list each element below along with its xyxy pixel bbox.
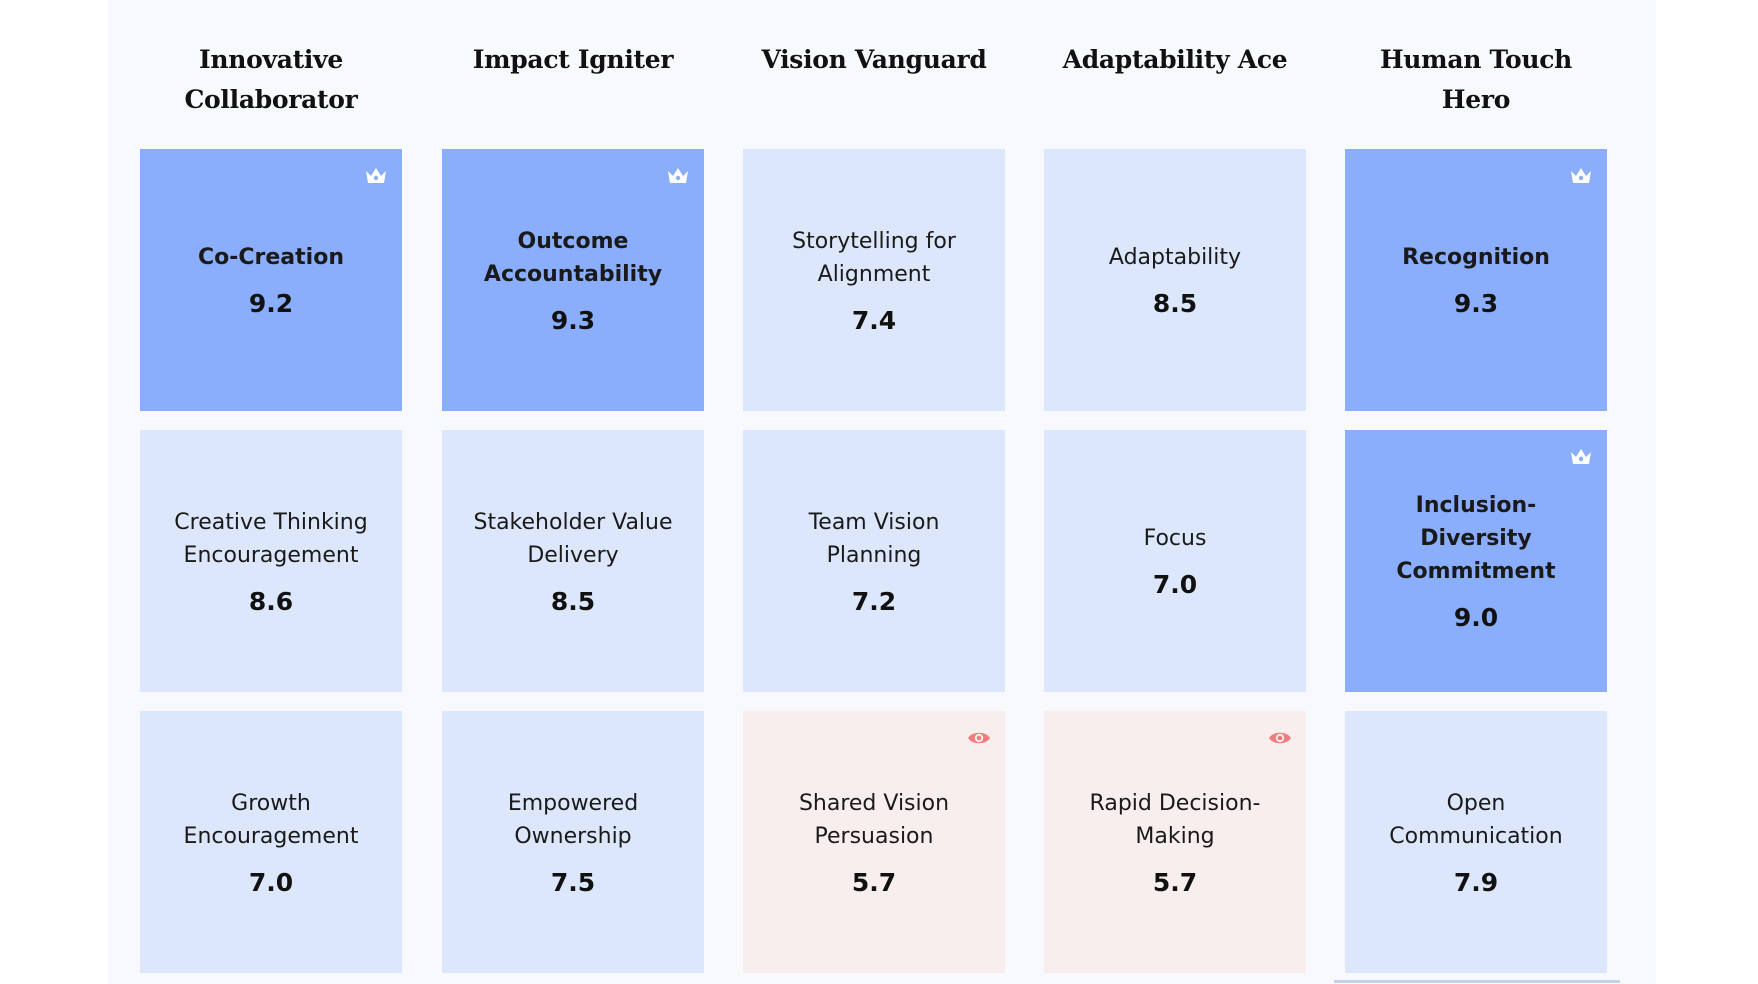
competency-score: 9.0 (1453, 603, 1499, 632)
competency-name: Inclusion-Diversity Commitment (1396, 493, 1556, 584)
competency-card[interactable]: Co-Creation 9.2 (140, 149, 402, 411)
competency-score: 7.5 (550, 867, 596, 897)
competency-score: 8.5 (1152, 289, 1198, 318)
competency-score: 5.7 (851, 867, 897, 897)
competency-name: Creative Thinking Encouragement (174, 509, 368, 568)
crown-icon (1569, 165, 1593, 187)
competency-score: 7.0 (248, 867, 294, 897)
column-header-innovative-collaborator: Innovative Collaborator (184, 45, 358, 114)
competency-score: 8.5 (550, 586, 596, 616)
competency-name: Stakeholder Value Delivery (473, 509, 673, 568)
competency-name: Recognition (1402, 245, 1550, 270)
column-headers: Innovative Collaborator Impact Igniter V… (140, 40, 1616, 140)
competency-card[interactable]: Storytelling for Alignment 7.4 (743, 149, 1005, 411)
competency-card[interactable]: Growth Encouragement 7.0 (140, 711, 402, 973)
competency-score: 7.0 (1152, 570, 1198, 599)
competency-name: Shared Vision Persuasion (798, 790, 950, 849)
competency-card[interactable]: Adaptability 8.5 (1044, 149, 1306, 411)
competency-card[interactable]: Creative Thinking Encouragement 8.6 (140, 430, 402, 692)
competency-name: Growth Encouragement (183, 790, 359, 849)
eye-icon (967, 727, 991, 749)
competency-card[interactable]: Stakeholder Value Delivery 8.5 (442, 430, 704, 692)
competency-name: Team Vision Planning (808, 509, 940, 568)
competency-card[interactable]: Open Communication 7.9 (1345, 711, 1607, 973)
column-header-impact-igniter: Impact Igniter (472, 45, 674, 74)
competency-score: 7.4 (851, 305, 897, 335)
competency-name: Adaptability (1108, 245, 1242, 270)
competency-card[interactable]: Rapid Decision-Making 5.7 (1044, 711, 1306, 973)
scroll-edge-divider (1334, 980, 1620, 983)
competency-score: 9.3 (550, 305, 596, 335)
column-header-human-touch-hero: Human Touch Hero (1379, 45, 1572, 114)
competency-card[interactable]: Team Vision Planning 7.2 (743, 430, 1005, 692)
competency-score: 8.6 (248, 586, 294, 616)
crown-icon (364, 165, 388, 187)
competency-score: 7.2 (851, 586, 897, 616)
competency-card[interactable]: Empowered Ownership 7.5 (442, 711, 704, 973)
competency-score: 9.2 (248, 289, 294, 318)
eye-icon (1268, 727, 1292, 749)
competency-score: 5.7 (1152, 867, 1198, 897)
column-header-adaptability-ace: Adaptability Ace (1062, 45, 1288, 74)
competency-card[interactable]: Inclusion-Diversity Commitment 9.0 (1345, 430, 1607, 692)
competency-card[interactable]: Focus 7.0 (1044, 430, 1306, 692)
competency-name: Focus (1143, 526, 1207, 551)
competency-card[interactable]: Outcome Accountability 9.3 (442, 149, 704, 411)
competency-name: Outcome Accountability (483, 228, 663, 287)
crown-icon (666, 165, 690, 187)
competency-score: 9.3 (1453, 289, 1499, 318)
crown-icon (1569, 446, 1593, 468)
competency-grid: Co-Creation 9.2 Creative Thinking Encour… (140, 149, 1616, 984)
column-header-vision-vanguard: Vision Vanguard (761, 45, 987, 74)
competency-name: Rapid Decision-Making (1089, 790, 1261, 849)
competency-name: Empowered Ownership (507, 790, 639, 849)
competency-name: Open Communication (1389, 790, 1563, 849)
competency-name: Co-Creation (198, 245, 344, 270)
competency-card[interactable]: Shared Vision Persuasion 5.7 (743, 711, 1005, 973)
competency-card[interactable]: Recognition 9.3 (1345, 149, 1607, 411)
competency-name: Storytelling for Alignment (792, 228, 956, 287)
competency-score: 7.9 (1453, 867, 1499, 897)
